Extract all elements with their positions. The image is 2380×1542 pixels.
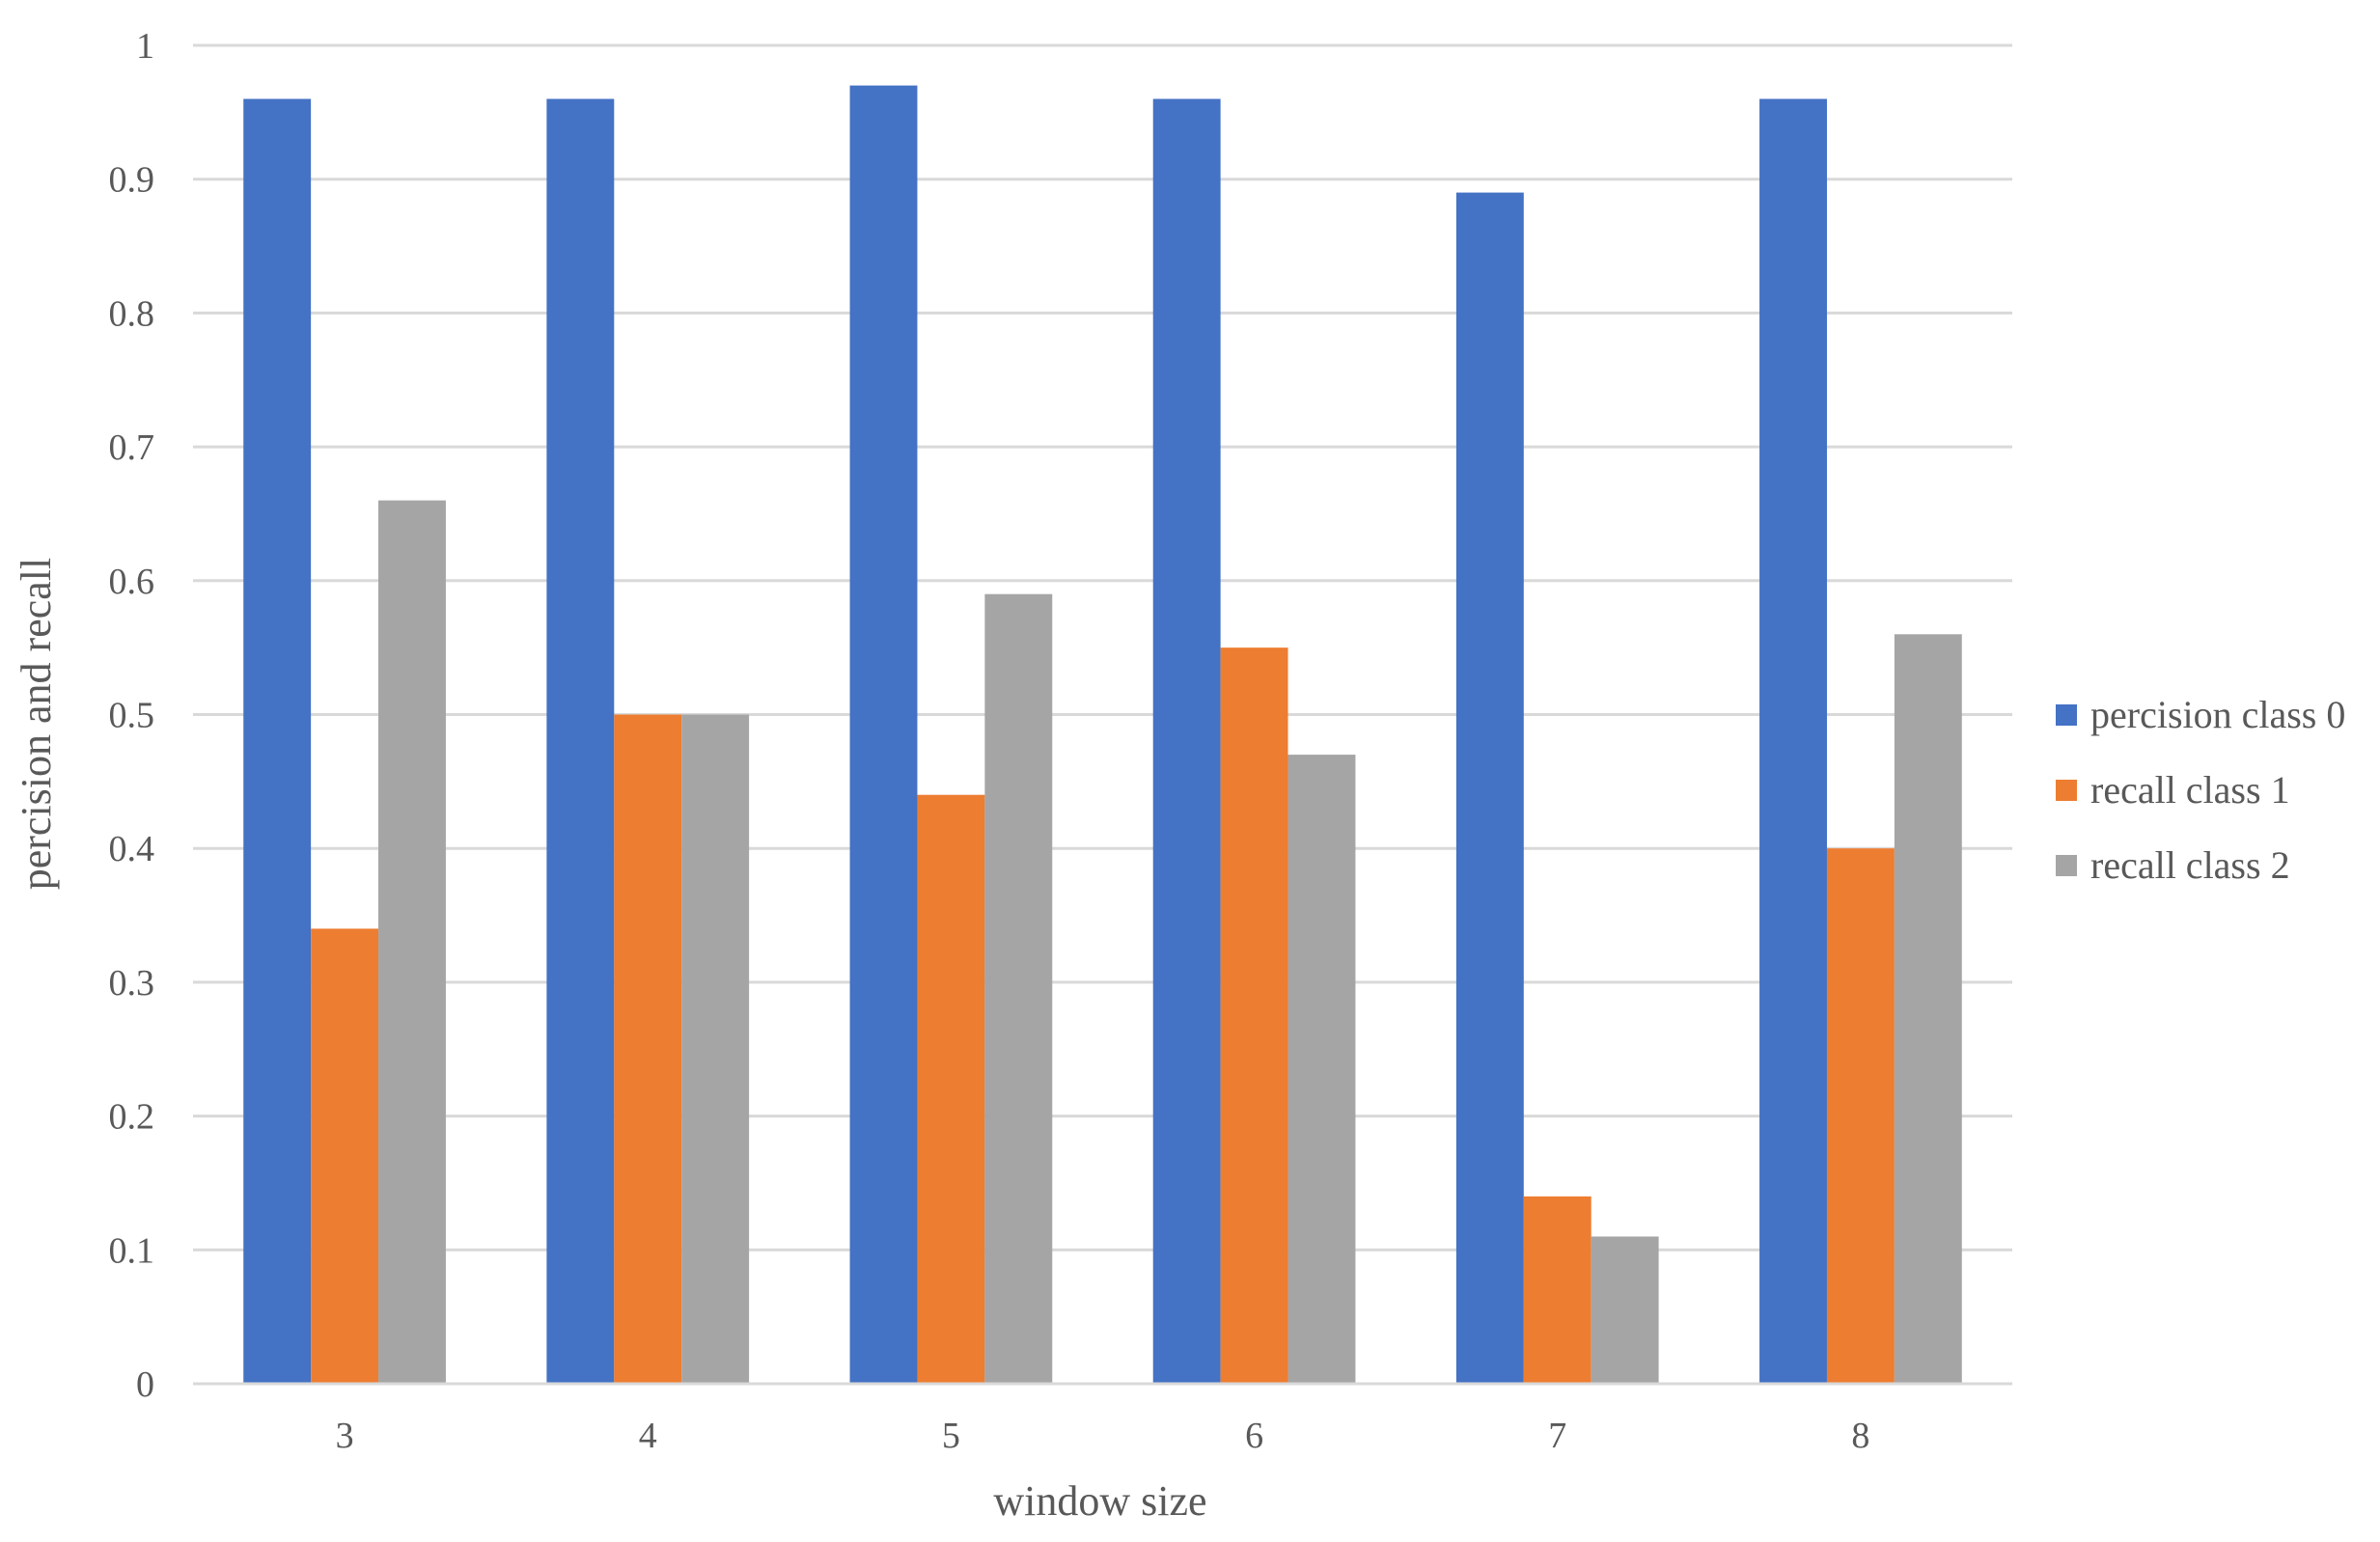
bar — [1759, 98, 1827, 1385]
legend-label: recall class 1 — [2090, 768, 2290, 812]
bar — [614, 714, 682, 1384]
y-tick-label: 0.2 — [109, 1097, 155, 1138]
legend-label: percision class 0 — [2090, 693, 2345, 736]
y-axis-title: percision and recall — [13, 558, 60, 891]
x-tick-label: 3 — [336, 1416, 354, 1456]
bar — [1826, 848, 1895, 1384]
x-tick-label: 8 — [1851, 1416, 1869, 1456]
bars — [243, 85, 1962, 1385]
x-axis-title: window size — [993, 1477, 1206, 1525]
legend-swatch — [2056, 855, 2077, 876]
y-tick-label: 0.4 — [109, 829, 155, 869]
x-tick-label: 7 — [1548, 1416, 1566, 1456]
y-tick-label: 0.5 — [109, 696, 155, 736]
y-tick-label: 0.1 — [109, 1230, 155, 1271]
bar — [1523, 1196, 1591, 1384]
legend-label: recall class 2 — [2090, 843, 2290, 887]
bar — [917, 794, 985, 1384]
bar — [1455, 192, 1524, 1384]
x-tick-label: 4 — [639, 1416, 657, 1456]
bar — [681, 714, 750, 1384]
x-tick-label: 6 — [1245, 1416, 1263, 1456]
axes: 0 0.1 0.2 0.3 0.4 0.5 0.6 0.7 0.8 0.9 1 3 4 5 6 7 8 — [109, 26, 2012, 1456]
y-tick-label: 0 — [136, 1364, 154, 1405]
bar — [1591, 1236, 1659, 1384]
bar — [311, 928, 379, 1384]
y-tick-label: 0.9 — [109, 160, 155, 201]
y-tick-label: 1 — [136, 26, 154, 67]
bar — [1220, 647, 1288, 1384]
legend: percision class 0 recall class 1 recall cl… — [2056, 693, 2345, 887]
gridlines — [193, 43, 2012, 1252]
y-tick-label: 0.7 — [109, 427, 155, 468]
bar — [849, 85, 918, 1385]
y-tick-label: 0.6 — [109, 562, 155, 602]
bar — [1894, 634, 1962, 1384]
bar — [546, 98, 615, 1385]
bar — [1287, 755, 1356, 1384]
bar — [1152, 98, 1221, 1385]
legend-swatch — [2056, 704, 2077, 726]
y-tick-label: 0.3 — [109, 963, 155, 1004]
y-tick-label: 0.8 — [109, 293, 155, 334]
bar — [378, 500, 446, 1384]
x-tick-label: 5 — [942, 1416, 960, 1456]
bar — [984, 593, 1053, 1384]
legend-swatch — [2056, 780, 2077, 801]
bar — [243, 98, 312, 1385]
